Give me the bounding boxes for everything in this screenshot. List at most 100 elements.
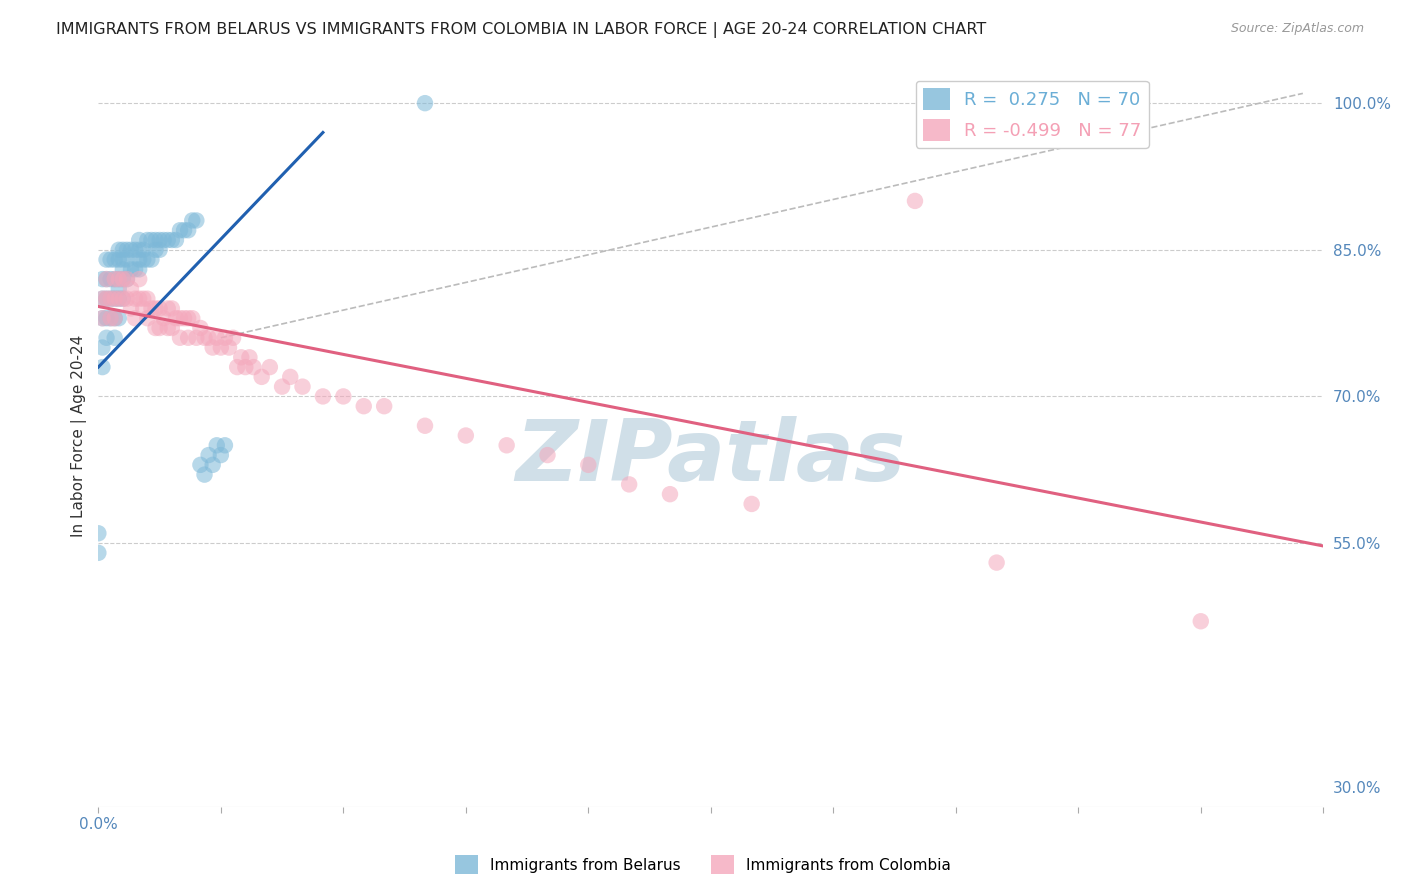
Point	[104, 331, 127, 345]
Point	[124, 262, 146, 277]
Point	[250, 369, 273, 384]
Point	[173, 311, 195, 326]
Point	[128, 272, 150, 286]
Point	[190, 458, 212, 472]
Point	[149, 301, 172, 316]
Point	[124, 243, 146, 257]
Point	[312, 389, 335, 403]
Legend: Immigrants from Belarus, Immigrants from Colombia: Immigrants from Belarus, Immigrants from…	[449, 849, 957, 880]
Point	[209, 341, 232, 355]
Point	[145, 243, 167, 257]
Point	[91, 311, 114, 326]
Point	[177, 311, 200, 326]
Point	[91, 272, 114, 286]
Point	[128, 262, 150, 277]
Point	[132, 292, 155, 306]
Point	[111, 262, 134, 277]
Point	[197, 448, 219, 462]
Point	[91, 360, 114, 375]
Point	[111, 243, 134, 257]
Point	[156, 321, 179, 335]
Point	[104, 252, 127, 267]
Point	[1189, 614, 1212, 628]
Point	[536, 448, 558, 462]
Point	[576, 458, 599, 472]
Point	[91, 292, 114, 306]
Point	[186, 331, 208, 345]
Point	[222, 331, 245, 345]
Point	[454, 428, 477, 442]
Point	[209, 448, 232, 462]
Point	[201, 458, 224, 472]
Point	[149, 321, 172, 335]
Point	[145, 321, 167, 335]
Point	[238, 351, 260, 365]
Point	[100, 272, 122, 286]
Point	[149, 233, 172, 247]
Point	[186, 213, 208, 227]
Point	[115, 272, 138, 286]
Point	[107, 252, 129, 267]
Point	[128, 252, 150, 267]
Point	[173, 223, 195, 237]
Point	[91, 292, 114, 306]
Point	[242, 360, 264, 375]
Point	[96, 292, 118, 306]
Point	[91, 341, 114, 355]
Point	[107, 292, 129, 306]
Point	[149, 243, 172, 257]
Point	[190, 321, 212, 335]
Point	[96, 252, 118, 267]
Point	[413, 96, 436, 111]
Text: IMMIGRANTS FROM BELARUS VS IMMIGRANTS FROM COLOMBIA IN LABOR FORCE | AGE 20-24 C: IMMIGRANTS FROM BELARUS VS IMMIGRANTS FR…	[56, 22, 987, 38]
Point	[141, 301, 163, 316]
Point	[353, 399, 375, 413]
Point	[205, 438, 228, 452]
Point	[160, 233, 183, 247]
Point	[136, 252, 159, 267]
Point	[107, 272, 129, 286]
Point	[100, 311, 122, 326]
Point	[193, 331, 215, 345]
Point	[100, 252, 122, 267]
Point	[495, 438, 517, 452]
Point	[107, 272, 129, 286]
Point	[120, 282, 142, 296]
Point	[741, 497, 763, 511]
Point	[986, 556, 1008, 570]
Point	[111, 252, 134, 267]
Point	[87, 546, 110, 560]
Point	[181, 311, 204, 326]
Point	[96, 272, 118, 286]
Point	[152, 233, 174, 247]
Point	[115, 252, 138, 267]
Point	[136, 292, 159, 306]
Point	[104, 272, 127, 286]
Point	[141, 252, 163, 267]
Point	[128, 233, 150, 247]
Point	[96, 292, 118, 306]
Point	[218, 341, 240, 355]
Text: ZIPatlas: ZIPatlas	[516, 417, 905, 500]
Point	[96, 272, 118, 286]
Point	[214, 438, 236, 452]
Point	[136, 233, 159, 247]
Point	[132, 301, 155, 316]
Point	[169, 311, 191, 326]
Point	[214, 331, 236, 345]
Point	[100, 292, 122, 306]
Point	[291, 379, 314, 393]
Point	[259, 360, 281, 375]
Point	[128, 243, 150, 257]
Point	[145, 301, 167, 316]
Point	[91, 311, 114, 326]
Point	[160, 321, 183, 335]
Point	[177, 331, 200, 345]
Point	[181, 213, 204, 227]
Point	[115, 243, 138, 257]
Point	[104, 292, 127, 306]
Point	[100, 311, 122, 326]
Point	[111, 272, 134, 286]
Point	[107, 282, 129, 296]
Point	[111, 292, 134, 306]
